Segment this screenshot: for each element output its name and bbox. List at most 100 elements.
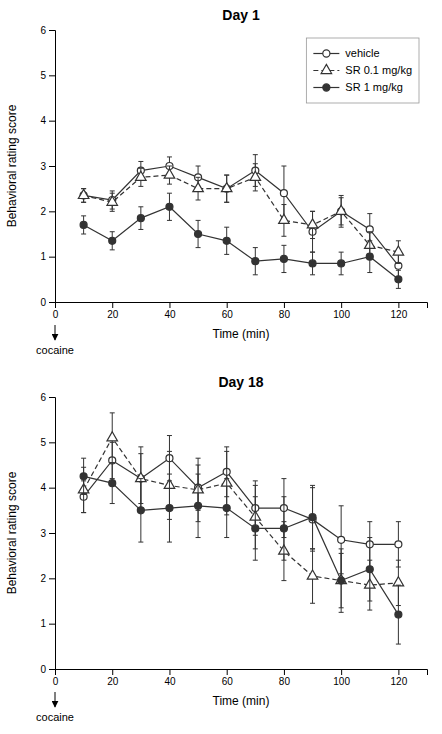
marker — [280, 255, 287, 262]
y-tick: 0 — [40, 297, 55, 308]
marker — [338, 536, 345, 543]
x-axis-line — [56, 303, 428, 309]
x-tick: 40 — [164, 302, 176, 320]
x-tick-label: 20 — [107, 676, 119, 687]
x-tick-mark — [284, 302, 285, 308]
marker — [309, 514, 316, 521]
x-axis-title: Time (min) — [213, 327, 270, 341]
marker — [395, 611, 402, 618]
x-tick-label: 100 — [333, 309, 350, 320]
marker — [164, 169, 175, 178]
error-bar — [138, 207, 143, 230]
marker — [366, 566, 373, 573]
marker — [195, 231, 202, 238]
annotation: cocaine — [36, 711, 74, 723]
x-tick-label: 20 — [107, 309, 119, 320]
y-tick-mark — [49, 75, 55, 76]
error-bar — [396, 270, 401, 288]
x-tick-label: 80 — [279, 676, 291, 687]
plot-area — [78, 413, 403, 644]
x-axis: 020406080100120 — [53, 302, 428, 320]
x-tick: 40 — [164, 669, 176, 687]
y-tick-label: 1 — [40, 251, 46, 262]
x-tick-label: 0 — [53, 309, 59, 320]
marker — [252, 525, 259, 532]
error-bar — [310, 252, 315, 275]
x-tick: 100 — [333, 302, 350, 320]
plot-area — [78, 155, 403, 289]
error-bar — [339, 549, 344, 612]
marker — [280, 190, 287, 197]
error-bar — [281, 497, 286, 560]
y-tick: 5 — [40, 70, 55, 81]
marker — [307, 570, 318, 579]
series — [78, 164, 403, 264]
marker — [109, 480, 116, 487]
y-tick: 0 — [40, 664, 55, 675]
y-tick-label: 4 — [40, 482, 46, 493]
y-tick-label: 3 — [40, 161, 46, 172]
x-tick-mark — [341, 302, 342, 308]
series-line — [84, 476, 399, 614]
marker — [193, 183, 204, 192]
x-tick-label: 80 — [279, 309, 291, 320]
panel: 0204060801001200123456Day 18Time (min)Be… — [5, 374, 428, 723]
error-bar — [110, 463, 115, 504]
y-tick-mark — [49, 257, 55, 258]
marker — [80, 221, 87, 228]
marker — [395, 276, 402, 283]
x-tick: 0 — [53, 669, 59, 687]
series — [80, 193, 402, 288]
marker — [395, 541, 402, 548]
marker — [223, 237, 230, 244]
error-bar — [196, 220, 201, 247]
x-tick-mark — [112, 669, 113, 675]
legend-marker — [323, 84, 330, 91]
y-axis-line — [49, 31, 56, 303]
x-tick-mark — [341, 669, 342, 675]
y-tick-mark — [49, 442, 55, 443]
y-tick: 4 — [40, 115, 55, 126]
y-tick-label: 0 — [40, 664, 46, 675]
x-tick-mark — [169, 669, 170, 675]
error-bar — [196, 474, 201, 537]
x-tick-label: 100 — [333, 676, 350, 687]
legend-entry: vehicle — [313, 47, 379, 59]
error-bar — [167, 474, 172, 542]
x-axis-title: Time (min) — [213, 694, 270, 708]
y-tick-label: 1 — [40, 618, 46, 629]
y-tick-mark — [49, 397, 55, 398]
marker — [338, 577, 345, 584]
x-tick: 20 — [107, 302, 119, 320]
y-axis-line — [49, 398, 56, 670]
series — [80, 436, 402, 574]
marker — [166, 505, 173, 512]
y-tick: 6 — [40, 25, 55, 36]
y-tick-mark — [49, 669, 55, 670]
x-tick: 120 — [391, 669, 408, 687]
y-tick-mark — [49, 488, 55, 489]
x-tick: 60 — [222, 302, 234, 320]
marker — [195, 502, 202, 509]
series-line — [84, 175, 399, 252]
y-tick-mark — [49, 533, 55, 534]
y-tick: 1 — [40, 251, 55, 262]
x-tick: 100 — [333, 669, 350, 687]
y-tick-label: 2 — [40, 206, 46, 217]
error-bar — [138, 479, 143, 542]
annotation-arrow — [55, 692, 56, 707]
legend-label: SR 1 mg/kg — [345, 81, 402, 93]
error-bar — [110, 232, 115, 250]
series — [80, 458, 402, 644]
error-bar — [367, 538, 372, 601]
y-tick: 2 — [40, 573, 55, 584]
y-tick: 3 — [40, 528, 55, 539]
x-tick-label: 60 — [222, 309, 234, 320]
marker — [107, 196, 118, 205]
error-bar — [310, 485, 315, 548]
y-tick-label: 0 — [40, 297, 46, 308]
title: Day 1 — [222, 7, 260, 23]
y-tick: 5 — [40, 437, 55, 448]
marker — [137, 507, 144, 514]
y-tick-mark — [49, 121, 55, 122]
